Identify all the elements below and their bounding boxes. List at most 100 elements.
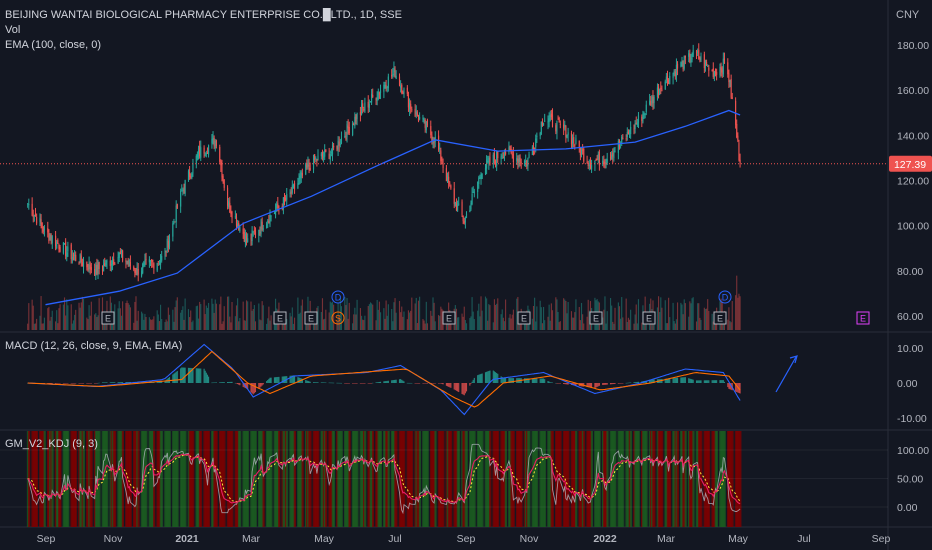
kdj-band: [258, 431, 261, 527]
candle: [689, 53, 691, 62]
macd-histogram-bar: [158, 381, 161, 383]
macd-histogram-bar: [536, 378, 538, 383]
volume-bar: [558, 322, 560, 330]
price-tick: 140.00: [897, 130, 929, 142]
macd-histogram-bar: [65, 383, 67, 384]
candle: [346, 123, 348, 138]
vol-indicator-label[interactable]: Vol: [5, 24, 21, 36]
macd-histogram-bar: [683, 377, 685, 383]
kdj-band: [533, 431, 537, 527]
candle: [275, 209, 277, 216]
candle: [173, 221, 175, 224]
candle: [448, 176, 450, 183]
macd-histogram-bar: [336, 382, 338, 384]
kdj-band: [712, 431, 715, 527]
macd-histogram-bar: [348, 383, 350, 384]
candle: [153, 263, 155, 269]
kdj-band: [322, 431, 325, 527]
candle: [187, 171, 190, 181]
volume-bar: [176, 297, 178, 330]
kdj-band: [78, 431, 81, 527]
macd-label[interactable]: MACD (12, 26, close, 9, EMA, EMA): [5, 340, 183, 352]
macd-histogram-bar: [393, 379, 395, 383]
candle: [228, 201, 230, 207]
macd-histogram-bar: [668, 378, 670, 383]
kdj-band: [88, 431, 91, 527]
volume-bar: [375, 320, 377, 330]
candle: [535, 138, 537, 147]
macd-histogram-bar: [229, 381, 231, 383]
kdj-band: [735, 431, 739, 527]
macd-histogram-bar: [548, 381, 550, 383]
volume-bar: [711, 313, 713, 330]
kdj-band: [667, 431, 671, 527]
volume-bar: [212, 303, 214, 330]
candle: [739, 159, 741, 164]
volume-bar: [660, 297, 662, 330]
volume-bar: [175, 300, 177, 330]
candle: [362, 103, 364, 109]
candle: [174, 221, 176, 223]
candle: [714, 69, 717, 72]
candle: [372, 94, 374, 97]
candle: [634, 123, 636, 129]
volume-bar: [363, 320, 365, 330]
volume-bar: [74, 314, 76, 330]
macd-histogram-bar: [57, 383, 59, 384]
volume-bar: [95, 313, 97, 330]
macd-histogram-bar: [557, 383, 559, 384]
volume-bar: [494, 304, 497, 330]
candle: [487, 161, 489, 163]
candle: [613, 151, 615, 159]
event-marker-label: D: [335, 293, 342, 303]
macd-histogram-bar: [698, 380, 700, 383]
event-marker-label: D: [722, 293, 729, 303]
macd-histogram-bar: [176, 370, 178, 383]
volume-bar: [262, 305, 264, 330]
candle: [239, 226, 241, 232]
volume-bar: [489, 305, 491, 330]
volume-bar: [573, 317, 575, 330]
kdj-band: [153, 431, 156, 527]
ema-indicator-label[interactable]: EMA (100, close, 0): [5, 39, 101, 51]
kdj-band: [59, 431, 62, 527]
kdj-band: [625, 431, 628, 527]
kdj-band: [312, 431, 315, 527]
candle: [106, 261, 108, 263]
kdj-band: [65, 431, 69, 527]
candle: [376, 97, 378, 101]
kdj-band: [390, 431, 394, 527]
kdj-band: [489, 431, 492, 527]
kdj-band: [90, 431, 93, 527]
volume-bar: [407, 310, 410, 330]
candle: [250, 237, 252, 240]
macd-histogram-bar: [369, 383, 372, 384]
volume-bar: [87, 319, 89, 330]
macd-histogram-bar: [208, 376, 210, 383]
macd-histogram-bar: [416, 383, 418, 384]
candle: [392, 73, 394, 75]
macd-histogram-bar: [627, 382, 629, 384]
volume-bar: [534, 297, 536, 330]
price-tick: 100.00: [897, 221, 929, 233]
volume-bar: [231, 301, 233, 330]
volume-bar: [184, 298, 186, 330]
volume-bar: [226, 296, 229, 330]
macd-histogram-bar: [676, 377, 679, 383]
kdj-label[interactable]: GM_V2_KDJ (9, 3): [5, 438, 98, 450]
candle: [273, 213, 276, 215]
candle: [220, 161, 222, 166]
kdj-band: [426, 431, 429, 527]
event-marker-e: [713, 311, 727, 325]
volume-bar: [699, 317, 701, 330]
kdj-band: [649, 431, 653, 527]
candle: [558, 118, 560, 123]
volume-bar: [371, 303, 373, 330]
kdj-band: [118, 431, 121, 527]
volume-bar: [414, 303, 416, 330]
kdj-band: [578, 431, 581, 527]
macd-histogram-bar: [525, 378, 527, 383]
macd-histogram-bar: [328, 382, 330, 384]
macd-histogram-bar: [425, 383, 427, 384]
